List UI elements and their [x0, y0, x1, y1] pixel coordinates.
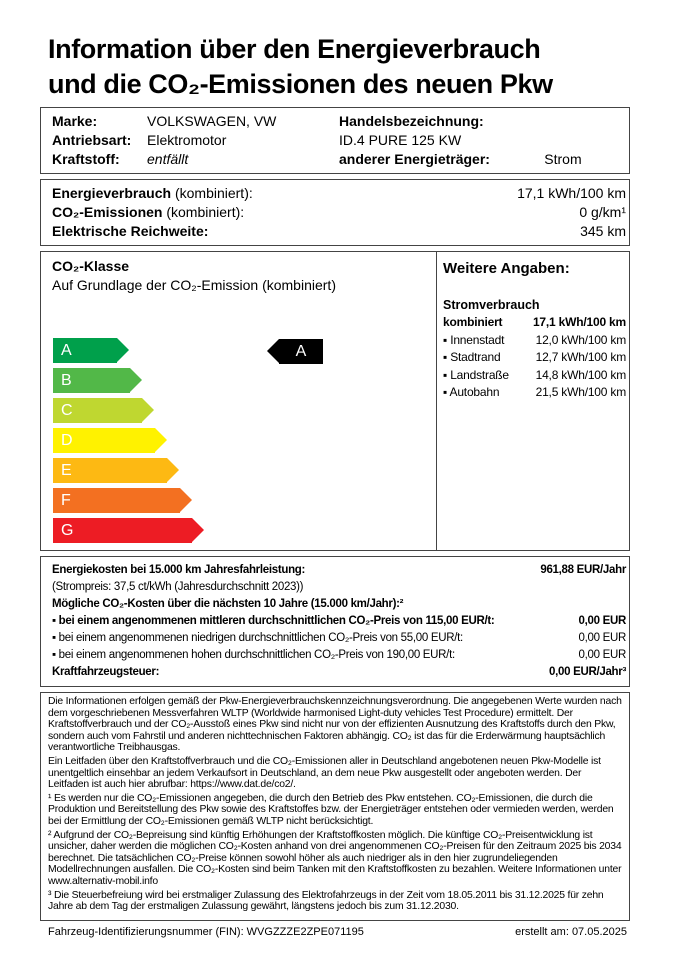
- further-panel: Weitere Angaben: Stromverbrauch kombinie…: [437, 252, 629, 550]
- co2-cost-row: ▪ bei einem angenommenen hohen durchschn…: [52, 647, 626, 664]
- label: Antriebsart:: [52, 132, 132, 148]
- range-row: Elektrische Reichweite: 345 km: [52, 222, 626, 241]
- notes: Die Informationen erfolgen gemäß der Pkw…: [48, 696, 623, 913]
- current-class-marker: A: [267, 339, 323, 364]
- power-consumption-title: Stromverbrauch: [443, 298, 540, 312]
- title-line-2: und die CO₂-Emissionen des neuen Pkw: [48, 69, 553, 99]
- further-title: Weitere Angaben:: [443, 260, 570, 277]
- co2-class-bar-g: G: [53, 518, 204, 543]
- co2-class-box: CO₂-Klasse Auf Grundlage der CO₂-Emissio…: [40, 251, 630, 551]
- co2-cost-label: ▪ bei einem angenommenen niedrigen durch…: [52, 632, 463, 644]
- label: (kombiniert):: [162, 204, 245, 220]
- consumption-label: ▪ Innenstadt: [443, 332, 505, 347]
- energy-carrier: Strom: [544, 151, 582, 167]
- consumption-label: kombiniert: [443, 315, 503, 329]
- energy-costs-row: Energiekosten bei 15.000 km Jahresfahrle…: [52, 562, 626, 579]
- consumption-value: 12,7 kWh/100 km: [535, 350, 627, 364]
- label: Kraftfahrzeugsteuer:: [52, 666, 160, 678]
- vehicle-info-box: Marke: VOLKSWAGEN, VW Handelsbezeichnung…: [40, 107, 630, 174]
- co2-cost-value: 0,00 EUR: [578, 632, 627, 644]
- co2-cost-label: ▪ bei einem angenommenen mittleren durch…: [52, 615, 495, 627]
- co2-class-bar-c: C: [53, 398, 154, 423]
- footer: Fahrzeug-Identifizierungsnummer (FIN): W…: [40, 925, 630, 939]
- consumption-label: ▪ Autobahn: [443, 385, 500, 399]
- label: Energieverbrauch: [52, 185, 172, 201]
- drive-type: Elektromotor: [147, 132, 227, 148]
- energy-consumption: 17,1 kWh/100 km: [517, 185, 626, 201]
- note-paragraph: Ein Leitfaden über den Kraftstoffverbrau…: [48, 755, 601, 791]
- consumption-value: 14,8 kWh/100 km: [535, 367, 627, 382]
- page-title: Information über den Energieverbrauch und…: [48, 32, 630, 102]
- label: Marke:: [52, 113, 98, 129]
- brand: VOLKSWAGEN, VW: [147, 113, 277, 129]
- co2-cost-label: ▪ bei einem angenommenen hohen durchschn…: [52, 649, 455, 661]
- co2-costs-title: Mögliche CO₂-Kosten über die nächsten 10…: [52, 598, 404, 610]
- label: Kraftstoff:: [52, 151, 120, 167]
- costs-box: Energiekosten bei 15.000 km Jahresfahrle…: [40, 556, 630, 687]
- energy-consumption-row: Energieverbrauch (kombiniert): 17,1 kWh/1…: [52, 184, 626, 203]
- co2-cost-value: 0,00 EUR: [578, 649, 627, 661]
- consumption-value: 12,0 kWh/100 km: [535, 332, 627, 347]
- electric-range: 345 km: [580, 223, 626, 239]
- consumption-box: Energieverbrauch (kombiniert): 17,1 kWh/1…: [40, 179, 630, 246]
- energy-costs: 961,88 EUR/Jahr: [540, 564, 626, 576]
- co2-cost-row: ▪ bei einem angenommenen niedrigen durch…: [52, 630, 626, 647]
- co2-emissions-row: CO₂-Emissionen (kombiniert): 0 g/km¹: [52, 203, 626, 222]
- consumption-label: ▪ Landstraße: [443, 367, 509, 382]
- consumption-label: ▪ Stadtrand: [443, 350, 501, 364]
- consumption-row: ▪ Stadtrand 12,7 kWh/100 km: [443, 349, 626, 367]
- label: Handelsbezeichnung:: [339, 113, 484, 129]
- co2-emissions: 0 g/km¹: [579, 204, 626, 220]
- fuel: entfällt: [147, 151, 189, 167]
- notes-box: Die Informationen erfolgen gemäß der Pkw…: [40, 692, 630, 921]
- title-line-1: Information über den Energieverbrauch: [48, 34, 541, 64]
- consumption-value: 21,5 kWh/100 km: [535, 385, 627, 399]
- label: Energiekosten bei 15.000 km Jahresfahrle…: [52, 564, 306, 576]
- co2-cost-rows: ▪ bei einem angenommenen mittleren durch…: [52, 613, 626, 664]
- further-list: kombiniert 17,1 kWh/100 km ▪ Innenstadt 12,…: [443, 314, 626, 402]
- consumption-row: kombiniert 17,1 kWh/100 km: [443, 314, 626, 332]
- vin: Fahrzeug-Identifizierungsnummer (FIN): W…: [48, 925, 364, 938]
- co2-class-bar-d: D: [53, 428, 166, 453]
- consumption-row: ▪ Landstraße 14,8 kWh/100 km: [443, 367, 626, 385]
- vehicle-tax-row: Kraftfahrzeugsteuer: 0,00 EUR/Jahr³: [52, 664, 626, 681]
- created-date: erstellt am: 07.05.2025: [515, 925, 627, 938]
- power-price: (Strompreis: 37,5 ct/kWh (Jahresdurchsch…: [52, 581, 304, 593]
- consumption-row: ▪ Autobahn 21,5 kWh/100 km: [443, 384, 626, 402]
- model-name: ID.4 PURE 125 KW: [339, 132, 462, 148]
- co2-class-bar-b: B: [53, 368, 141, 393]
- consumption-row: ▪ Innenstadt 12,0 kWh/100 km: [443, 332, 626, 350]
- co2-cost-row: ▪ bei einem angenommenen mittleren durch…: [52, 613, 626, 630]
- consumption-value: 17,1 kWh/100 km: [532, 315, 626, 329]
- vehicle-tax: 0,00 EUR/Jahr³: [549, 666, 626, 678]
- label: CO₂-Emissionen: [52, 204, 163, 220]
- label: (kombiniert):: [171, 185, 253, 201]
- note-paragraph: Die Informationen erfolgen gemäß der Pkw…: [48, 696, 622, 754]
- co2-class-panel: CO₂-Klasse Auf Grundlage der CO₂-Emissio…: [41, 252, 437, 550]
- label: anderer Energieträger:: [339, 151, 490, 167]
- co2-class-bar-a: A: [53, 338, 129, 363]
- co2-cost-value: 0,00 EUR: [578, 615, 627, 627]
- current-class-label: A: [295, 343, 307, 360]
- note-paragraph: ² Aufgrund der CO₂-Bepreisung sind künft…: [48, 829, 622, 887]
- label: Elektrische Reichweite:: [52, 223, 209, 239]
- co2-class-bar-e: E: [53, 458, 179, 483]
- co2-class-title: CO₂-Klasse: [52, 258, 130, 274]
- co2-class-subtitle: Auf Grundlage der CO₂-Emission (kombinie…: [52, 277, 336, 293]
- note-paragraph: ³ Die Steuerbefreiung wird bei erstmalig…: [48, 889, 604, 913]
- co2-class-bar-f: F: [53, 488, 191, 513]
- note-paragraph: ¹ Es werden nur die CO₂-Emissionen angeg…: [48, 792, 614, 827]
